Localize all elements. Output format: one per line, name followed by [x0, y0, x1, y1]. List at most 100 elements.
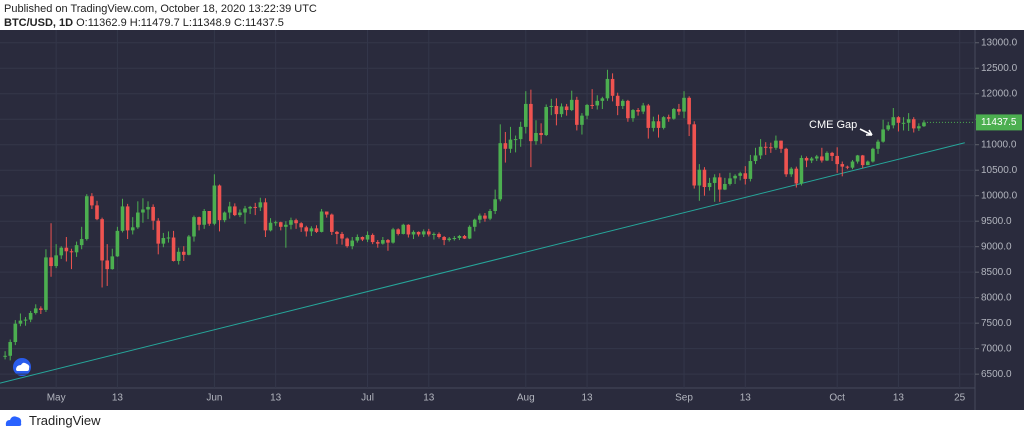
candle-body	[595, 100, 600, 106]
candle-body	[687, 97, 691, 125]
candle-body	[243, 208, 247, 213]
candle-body	[850, 161, 855, 168]
candle-body	[467, 226, 472, 239]
candle-body	[809, 158, 814, 161]
candle-body	[335, 231, 339, 234]
y-tick-label: 12000.0	[981, 88, 1018, 99]
candle-body	[171, 237, 176, 261]
candle-body	[176, 251, 181, 261]
candle-body	[855, 155, 860, 162]
footer-logo	[5, 415, 22, 426]
candle-body	[411, 231, 416, 235]
candle-body	[304, 227, 309, 232]
candle-body	[156, 220, 161, 244]
candle-body	[692, 124, 697, 186]
candle-body	[620, 100, 625, 106]
candle-body	[319, 211, 324, 232]
y-tick-label: 12500.0	[981, 63, 1018, 74]
candle-body	[452, 238, 457, 240]
candle-body	[539, 132, 543, 136]
candle-body	[136, 212, 140, 228]
candle-body	[8, 342, 13, 356]
candle-body	[202, 211, 206, 225]
candle-body	[401, 224, 406, 234]
candle-body	[146, 206, 150, 210]
y-tick-label: 11000.0	[981, 139, 1017, 150]
candle-body	[707, 182, 712, 188]
candle-body	[23, 319, 28, 321]
candle-body	[626, 100, 630, 119]
candle-body	[779, 140, 783, 149]
candle-body	[733, 175, 737, 179]
candle-body	[258, 202, 263, 208]
x-tick-label: 13	[270, 393, 282, 404]
candle-body	[881, 129, 885, 142]
candle-body	[100, 219, 104, 261]
candle-body	[192, 217, 196, 237]
candle-body	[161, 238, 166, 244]
candle-body	[115, 230, 120, 257]
candle-body	[462, 235, 467, 239]
candle-body	[13, 323, 18, 343]
candle-body	[717, 177, 722, 190]
candle-body	[728, 178, 732, 184]
candle-body	[197, 217, 201, 225]
x-tick-label: 13	[423, 393, 435, 404]
y-tick-label: 6500.0	[981, 369, 1012, 380]
candle-body	[437, 233, 441, 238]
x-tick-label: 13	[893, 393, 905, 404]
candle-body	[886, 125, 891, 130]
candle-body	[544, 106, 549, 136]
candle-body	[370, 234, 375, 243]
y-tick-label: 10000.0	[981, 190, 1018, 201]
candle-body	[891, 117, 896, 126]
candle-body	[345, 238, 349, 247]
x-tick-label: Sep	[675, 393, 693, 404]
candle-body	[814, 156, 819, 159]
ohlc: C:11437.5	[233, 17, 284, 29]
candle-body	[222, 212, 227, 221]
candle-body	[59, 247, 64, 256]
candle-body	[263, 202, 268, 231]
candle-body	[49, 257, 53, 267]
grid	[0, 30, 975, 388]
candle-body	[569, 99, 574, 111]
candle-body	[697, 169, 702, 186]
candle-body	[151, 206, 155, 221]
y-tick-label: 7000.0	[981, 343, 1012, 354]
candle-body	[605, 78, 610, 99]
candle-body	[840, 164, 845, 167]
candle-body	[166, 237, 171, 239]
candle-body	[309, 228, 314, 232]
candle-body	[84, 196, 89, 240]
annotation: CME Gap	[809, 119, 857, 131]
candle-body	[457, 235, 462, 239]
candle-body	[253, 206, 258, 208]
candle-body	[432, 233, 436, 235]
candle-body	[442, 237, 446, 241]
last-price-label: 11437.5	[981, 117, 1017, 128]
candle-body	[386, 240, 390, 243]
candle-body	[825, 152, 829, 161]
ohlc: O:11362.9	[76, 17, 127, 29]
candle-body	[294, 220, 298, 224]
candle-body	[416, 231, 421, 235]
candle-body	[534, 132, 538, 142]
candle-body	[110, 256, 115, 270]
candle-body	[365, 234, 370, 240]
candle-body	[375, 242, 380, 244]
annotation-arrow	[859, 128, 873, 136]
trendline	[0, 142, 965, 384]
candle-body	[95, 205, 99, 220]
candle-body	[789, 168, 794, 175]
header: Published on TradingView.com, October 18…	[4, 2, 317, 30]
candle-body	[212, 185, 217, 224]
candle-body	[350, 240, 355, 247]
candle-body	[69, 251, 74, 253]
candle-body	[743, 173, 748, 179]
candle-body	[54, 255, 58, 267]
x-tick-label: Oct	[829, 393, 845, 404]
candle-body	[284, 224, 288, 227]
candle-body	[227, 206, 232, 213]
